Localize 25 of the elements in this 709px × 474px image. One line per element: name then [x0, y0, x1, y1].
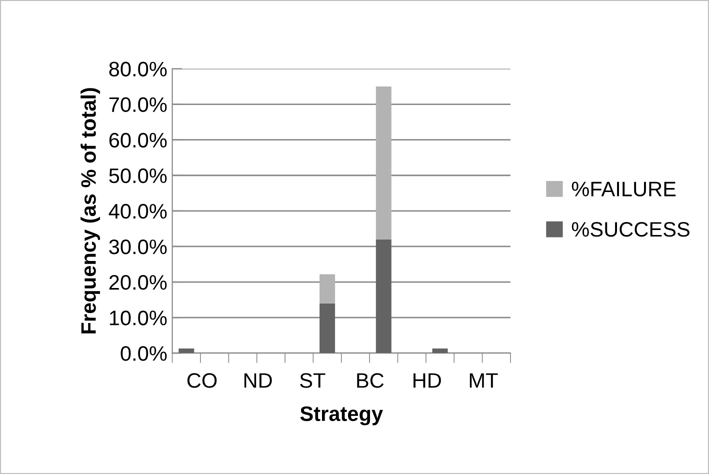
y-tick-label: 80.0% [109, 62, 167, 76]
bar [376, 239, 392, 354]
y-tick-label: 60.0% [109, 132, 167, 148]
legend-label: %FAILURE [572, 182, 676, 196]
bar [320, 303, 336, 354]
x-tick-label: CO [187, 373, 217, 388]
x-tick-label: BC [357, 373, 384, 388]
y-tick-label: 50.0% [109, 168, 167, 184]
y-tick-label: 70.0% [109, 97, 167, 112]
x-tick-label: HD [414, 373, 441, 388]
bar [178, 348, 194, 354]
x-tick-label: ST [300, 373, 326, 388]
y-tick-label: 20.0% [109, 275, 167, 290]
x-tick-label: ND [244, 373, 272, 388]
bar [432, 348, 448, 354]
x-tick-label: MT [470, 373, 498, 388]
y-tick-label: 0.0% [120, 346, 167, 361]
bar [376, 86, 392, 240]
legend-label: %SUCCESS [572, 222, 690, 237]
bar [320, 274, 336, 304]
y-tick-label: 40.0% [108, 204, 167, 219]
y-axis-title: Frequency (as % of total) [80, 88, 100, 334]
y-tick-label: 30.0% [109, 239, 167, 254]
x-axis-title: Strategy [300, 406, 383, 426]
y-tick-label: 10.0% [110, 310, 167, 326]
